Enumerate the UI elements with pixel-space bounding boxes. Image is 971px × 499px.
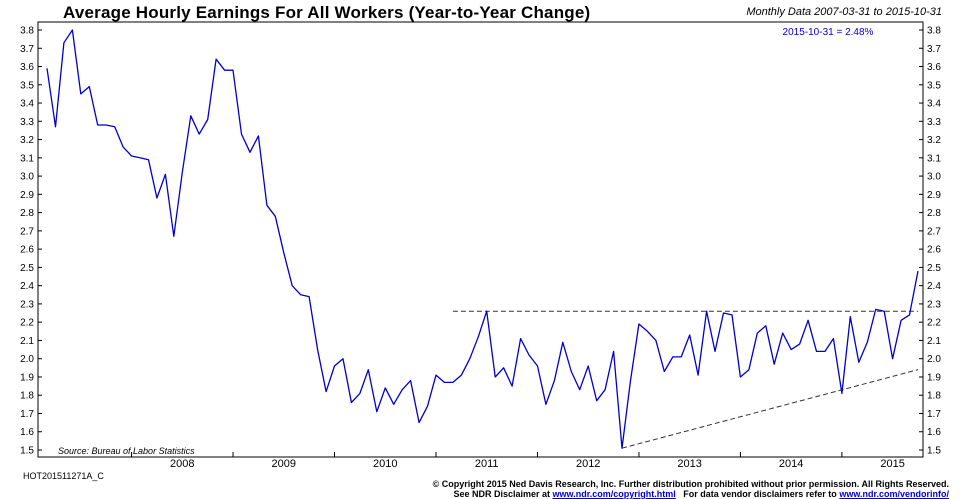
disclaimer-link[interactable]: www.ndr.com/copyright.html xyxy=(552,489,676,499)
y-tick-label-left: 1.9 xyxy=(20,372,34,383)
y-tick-label-left: 1.6 xyxy=(20,427,34,438)
y-tick-label-left: 3.5 xyxy=(20,80,34,91)
y-tick-label-right: 2.7 xyxy=(927,226,941,237)
y-tick-label-right: 3.8 xyxy=(927,26,941,37)
y-tick-label-left: 2.9 xyxy=(20,190,34,201)
y-tick-label-left: 3.0 xyxy=(20,172,34,183)
y-tick-label-right: 1.6 xyxy=(927,427,941,438)
y-tick-label-left: 2.5 xyxy=(20,263,34,274)
disclaimer-line: See NDR Disclaimer at www.ndr.com/copyri… xyxy=(433,489,949,499)
footer-notice: © Copyright 2015 Ned Davis Research, Inc… xyxy=(433,479,949,499)
y-tick-label-right: 2.6 xyxy=(927,245,941,256)
y-tick-label-right: 3.7 xyxy=(927,44,941,55)
x-tick-label: 2013 xyxy=(677,458,701,470)
y-tick-label-left: 2.1 xyxy=(20,336,34,347)
y-tick-label-right: 2.1 xyxy=(927,336,941,347)
source-note: Source: Bureau of Labor Statistics xyxy=(58,446,195,456)
y-tick-label-right: 2.0 xyxy=(927,354,941,365)
plot-frame xyxy=(37,21,924,458)
y-tick-label-right: 1.5 xyxy=(927,446,941,457)
y-tick-label-right: 2.8 xyxy=(927,208,941,219)
chart-id: HOT201511271A_C xyxy=(23,471,104,481)
x-tick-label: 2015 xyxy=(880,458,904,470)
x-tick-label: 2009 xyxy=(272,458,296,470)
y-tick-label-left: 3.7 xyxy=(20,44,34,55)
y-tick-label-right: 3.1 xyxy=(927,153,941,164)
x-tick-label: 2010 xyxy=(373,458,397,470)
y-tick-label-right: 3.3 xyxy=(927,117,941,128)
y-tick-label-left: 3.3 xyxy=(20,117,34,128)
disclaimer-prefix: See NDR Disclaimer at xyxy=(453,489,551,499)
y-tick-label-left: 2.0 xyxy=(20,354,34,365)
y-axis-left: 1.5 1.6 1.7 1.8 1.9 2.0 2.1 2.2 2.3 2.4 2.5 2.6 2.7 2… xyxy=(20,26,42,457)
y-tick-label-right: 3.2 xyxy=(927,135,941,146)
series-layer xyxy=(46,29,919,449)
y-tick-label-left: 3.4 xyxy=(20,99,34,110)
y-tick-label-left: 1.5 xyxy=(20,446,34,457)
copyright-notice: © Copyright 2015 Ned Davis Research, Inc… xyxy=(432,479,949,489)
y-tick-label-left: 2.6 xyxy=(20,245,34,256)
y-tick-label-right: 1.7 xyxy=(927,409,941,420)
x-tick-label: 2008 xyxy=(170,458,194,470)
support-trendline xyxy=(621,369,919,449)
y-tick-label-right: 2.4 xyxy=(927,281,941,292)
y-tick-label-right: 3.0 xyxy=(927,172,941,183)
y-tick-label-right: 3.5 xyxy=(927,80,941,91)
y-tick-label-right: 2.3 xyxy=(927,299,941,310)
y-tick-label-right: 2.5 xyxy=(927,263,941,274)
x-axis: 2008 2009 2010 2011 2012 2013 2014 2015 xyxy=(131,452,905,470)
earnings-line xyxy=(46,29,919,449)
y-tick-label-right: 3.6 xyxy=(927,62,941,73)
y-axis-right: 1.5 1.6 1.7 1.8 1.9 2.0 2.1 2.2 2.3 2.4 2.5 2.6 2.7 2… xyxy=(919,26,941,457)
y-tick-label-left: 2.3 xyxy=(20,299,34,310)
y-tick-label-right: 1.9 xyxy=(927,372,941,383)
y-tick-label-left: 2.7 xyxy=(20,226,34,237)
chart-subtitle: Monthly Data 2007-03-31 to 2015-10-31 xyxy=(746,6,942,18)
last-value-annotation: 2015-10-31 = 2.48% xyxy=(783,27,874,38)
y-tick-label-right: 2.2 xyxy=(927,318,941,329)
y-tick-label-left: 2.2 xyxy=(20,318,34,329)
vendor-link[interactable]: www.ndr.com/vendorinfo/ xyxy=(839,489,949,499)
x-tick-label: 2011 xyxy=(475,458,499,470)
y-tick-label-left: 3.6 xyxy=(20,62,34,73)
y-tick-label-left: 2.4 xyxy=(20,281,34,292)
y-tick-label-left: 1.7 xyxy=(20,409,34,420)
y-tick-label-left: 3.1 xyxy=(20,153,34,164)
y-tick-label-left: 3.2 xyxy=(20,135,34,146)
y-tick-label-right: 3.4 xyxy=(927,99,941,110)
reference-lines xyxy=(452,310,919,449)
x-tick-label: 2014 xyxy=(779,458,803,470)
chart-title: Average Hourly Earnings For All Workers … xyxy=(63,3,591,22)
y-tick-label-right: 1.8 xyxy=(927,391,941,402)
vendor-prefix: For data vendor disclaimers refer to xyxy=(683,489,837,499)
y-tick-label-right: 2.9 xyxy=(927,190,941,201)
y-tick-label-left: 3.8 xyxy=(20,26,34,37)
y-tick-label-left: 1.8 xyxy=(20,391,34,402)
y-tick-label-left: 2.8 xyxy=(20,208,34,219)
x-tick-label: 2012 xyxy=(576,458,600,470)
